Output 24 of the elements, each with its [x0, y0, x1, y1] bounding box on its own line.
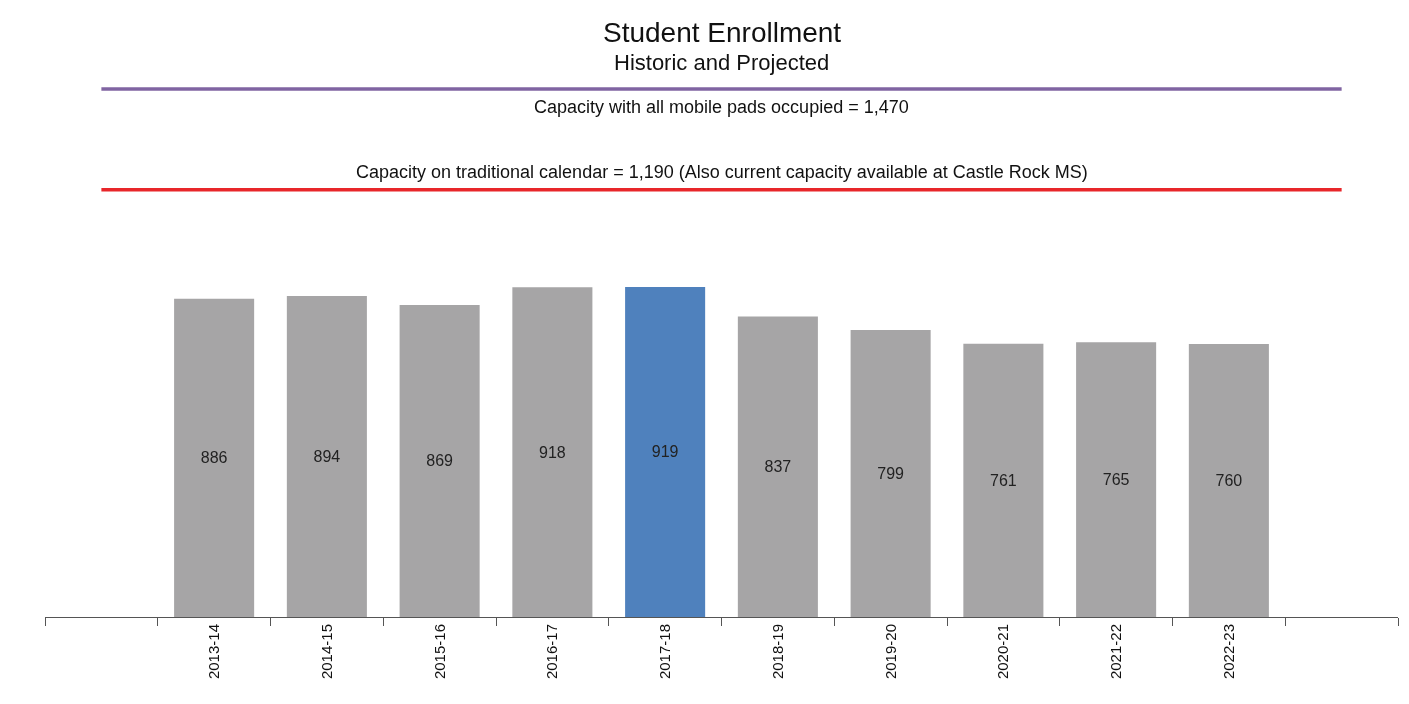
x-tick-label: 2020-21: [994, 624, 1012, 680]
x-tick-label: 2013-14: [205, 624, 223, 680]
data-label: 918: [538, 443, 566, 461]
data-label: 919: [651, 443, 679, 461]
x-tick-label: 2019-20: [881, 624, 899, 680]
data-label: 837: [764, 458, 792, 476]
ref-line-label: Capacity on traditional calendar = 1,190 (Also current capacity available at Castle Rock MS): [356, 162, 1088, 182]
data-label: 869: [426, 452, 454, 470]
data-label: 894: [313, 447, 341, 465]
x-tick-label: 2018-19: [768, 624, 786, 680]
data-label: 886: [200, 449, 228, 467]
data-label: 765: [1102, 471, 1130, 489]
text: Historic and Projected: [614, 50, 830, 75]
x-tick-label: 2022-23: [1219, 624, 1237, 680]
x-tick-label: 2016-17: [543, 624, 561, 680]
ref-line-label: Capacity with all mobile pads occupied = 1,470: [534, 97, 909, 117]
x-tick-label: 2017-18: [656, 624, 674, 680]
data-label: 761: [989, 471, 1017, 489]
x-tick-label: 2021-22: [1107, 624, 1125, 680]
x-tick-label: 2014-15: [317, 624, 335, 680]
text: Student Enrollment: [603, 17, 842, 48]
data-label: 760: [1215, 472, 1243, 490]
x-tick-label: 2015-16: [430, 624, 448, 680]
data-label: 799: [877, 465, 905, 483]
